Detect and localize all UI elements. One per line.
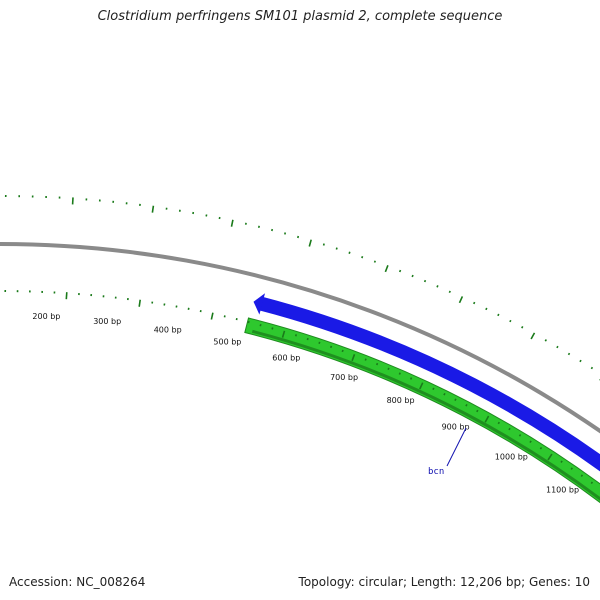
map-title: Clostridium perfringens SM101 plasmid 2,…: [97, 9, 503, 24]
minor-tick: [348, 251, 351, 254]
minor-tick: [271, 327, 274, 330]
inner-tick-ring: [4, 289, 594, 485]
major-tick: [230, 219, 234, 227]
major-tick: [384, 265, 389, 273]
minor-tick: [485, 307, 488, 311]
minor-tick: [443, 392, 446, 396]
minor-tick: [247, 320, 250, 324]
minor-tick: [259, 324, 262, 327]
tick-label: 600 bp: [272, 354, 300, 363]
major-tick: [547, 453, 553, 461]
major-tick: [530, 332, 536, 340]
minor-tick: [508, 427, 511, 431]
minor-tick: [364, 358, 367, 361]
minor-tick: [373, 260, 376, 263]
tick-label: 800 bp: [387, 396, 415, 405]
reverse-strand-feature-highlight: [251, 329, 600, 501]
minor-tick: [318, 341, 321, 345]
tick-label: 1100 bp: [546, 486, 579, 495]
major-tick: [151, 205, 155, 213]
minor-tick: [329, 345, 333, 349]
minor-tick: [448, 290, 451, 294]
accession-text: Accession: NC_008264: [9, 575, 146, 589]
tick-label: 300 bp: [93, 317, 121, 326]
minor-tick: [476, 409, 479, 413]
minor-tick: [375, 362, 379, 366]
topology-summary: Topology: circular; Length: 12,206 bp; G…: [298, 575, 590, 589]
major-tick: [281, 330, 286, 338]
major-tick: [308, 239, 312, 247]
minor-tick: [521, 326, 524, 329]
tick-label: 500 bp: [213, 338, 241, 347]
minor-tick: [473, 301, 476, 305]
minor-tick: [529, 440, 532, 444]
tick-label: 400 bp: [154, 325, 182, 334]
gene-label-bcn[interactable]: bcn: [428, 467, 444, 477]
major-tick: [210, 312, 214, 320]
major-tick: [351, 354, 356, 362]
backbone-circle: [0, 242, 600, 434]
tick-label: 200 bp: [32, 312, 60, 321]
minor-tick: [387, 367, 390, 371]
major-tick: [138, 299, 141, 307]
minor-tick: [556, 345, 559, 349]
minor-tick: [590, 481, 594, 485]
minor-tick: [560, 460, 563, 463]
minor-tick: [398, 372, 401, 375]
minor-tick: [518, 434, 522, 437]
tick-label: 1000 bp: [495, 453, 528, 462]
minor-tick: [436, 285, 439, 288]
tick-label: 900 bp: [442, 423, 470, 432]
minor-tick: [306, 337, 309, 341]
minor-tick: [341, 349, 344, 353]
minor-tick: [361, 255, 364, 259]
minor-tick: [590, 366, 594, 370]
minor-tick: [544, 339, 547, 342]
minor-tick: [432, 387, 435, 391]
minor-tick: [509, 319, 512, 323]
minor-tick: [297, 235, 300, 239]
minor-tick: [567, 352, 571, 356]
gene-label-leader: [446, 427, 467, 467]
minor-tick: [570, 467, 573, 470]
minor-tick: [398, 269, 402, 273]
minor-tick: [580, 474, 584, 477]
forward-feature-arrow-tip: [253, 293, 265, 315]
major-tick: [419, 382, 424, 390]
minor-tick: [423, 279, 427, 283]
minor-tick: [335, 247, 338, 250]
minor-tick: [284, 232, 287, 235]
minor-tick: [497, 313, 500, 317]
forward-strand-feature: [257, 296, 600, 472]
major-tick: [458, 296, 464, 304]
minor-tick: [465, 404, 468, 407]
minor-tick: [409, 377, 413, 380]
minor-tick: [454, 398, 457, 401]
minor-tick: [294, 334, 298, 337]
minor-tick: [257, 225, 260, 228]
minor-tick: [539, 446, 543, 450]
minor-tick: [322, 243, 325, 246]
minor-tick: [579, 359, 582, 363]
reverse-strand-feature: [244, 317, 600, 504]
major-tick: [484, 415, 490, 423]
tick-label: 700 bp: [330, 373, 358, 382]
minor-tick: [271, 228, 274, 232]
tick-labels: 200 bp 300 bp 400 bp 500 bp 600 bp 700 bp 800 …: [32, 312, 579, 495]
minor-tick: [411, 274, 414, 278]
outer-tick-ring: [4, 194, 600, 381]
minor-tick: [497, 421, 500, 425]
major-tick: [65, 292, 68, 300]
